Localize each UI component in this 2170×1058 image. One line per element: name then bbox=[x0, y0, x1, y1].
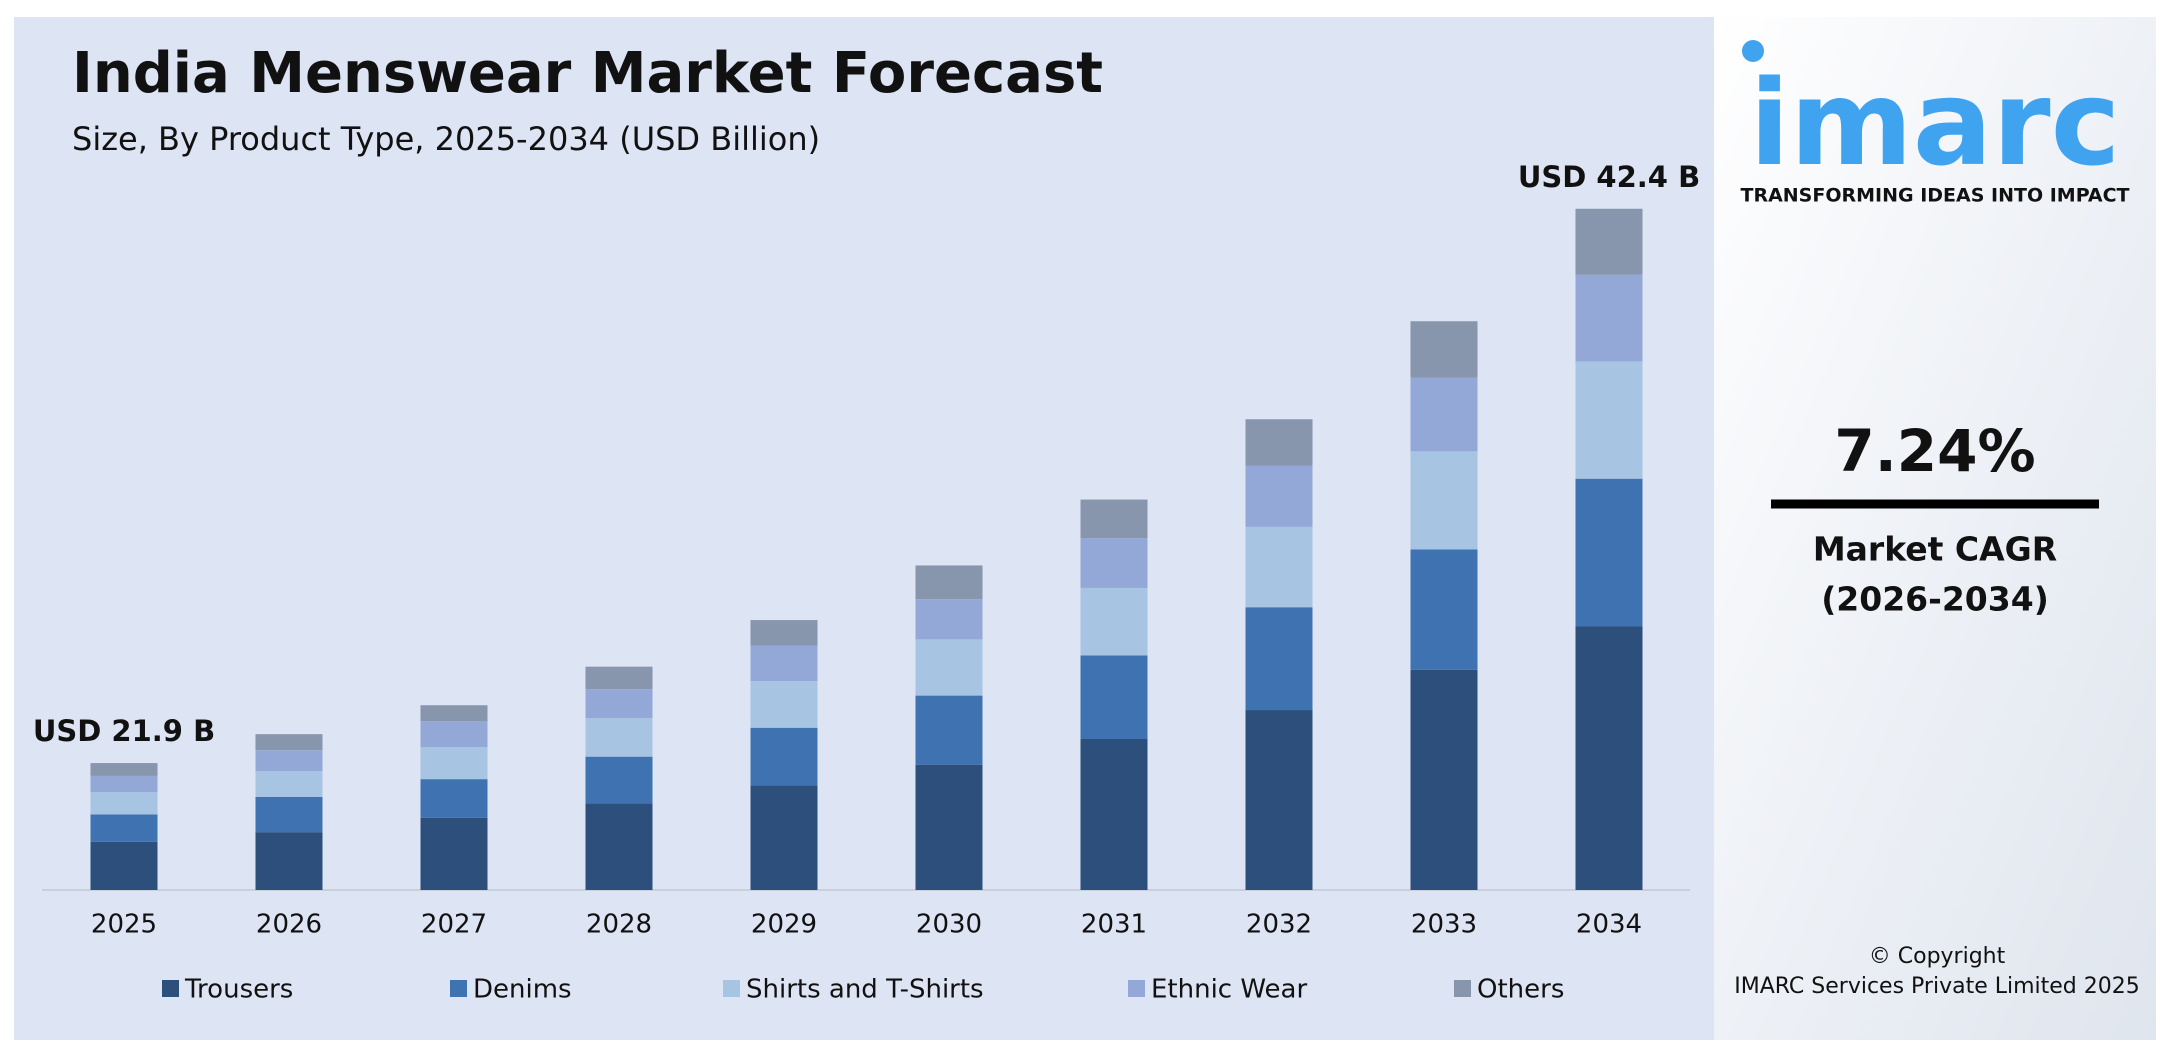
company: IMARC Services Private Limited 2025 bbox=[1734, 974, 2140, 999]
bar-segment bbox=[90, 775, 158, 792]
bar-segment bbox=[1080, 655, 1148, 739]
bar-segment bbox=[585, 803, 653, 890]
bar-segment bbox=[915, 599, 983, 640]
bar-segment bbox=[1575, 208, 1643, 275]
x-tick-label: 2027 bbox=[421, 910, 487, 940]
side-panel bbox=[1714, 17, 2156, 1040]
bar-segment bbox=[915, 695, 983, 765]
x-tick-label: 2032 bbox=[1246, 910, 1312, 940]
legend-label: Shirts and T-Shirts bbox=[746, 975, 984, 1005]
bar-segment bbox=[255, 796, 323, 833]
x-tick-label: 2028 bbox=[586, 910, 652, 940]
bar-segment bbox=[1245, 607, 1313, 711]
bar-segment bbox=[1410, 451, 1478, 550]
x-tick-label: 2029 bbox=[751, 910, 817, 940]
x-tick-label: 2030 bbox=[916, 910, 982, 940]
chart-title: India Menswear Market Forecast bbox=[72, 41, 1103, 106]
bar-segment bbox=[420, 779, 488, 818]
bar-segment bbox=[1245, 526, 1313, 608]
bar-segment bbox=[90, 763, 158, 776]
bar-segment bbox=[1575, 478, 1643, 627]
cagr-value: 7.24% bbox=[1834, 417, 2035, 485]
bar-segment bbox=[255, 832, 323, 890]
bar-segment bbox=[1410, 669, 1478, 890]
legend-label: Others bbox=[1477, 975, 1564, 1005]
legend-swatch bbox=[162, 980, 179, 997]
bar-segment bbox=[1410, 549, 1478, 670]
legend-swatch bbox=[1128, 980, 1145, 997]
legend-label: Denims bbox=[473, 975, 572, 1005]
x-tick-label: 2026 bbox=[256, 910, 322, 940]
logo: imarc bbox=[1749, 54, 2120, 192]
bar-segment bbox=[585, 756, 653, 804]
total-label: USD 42.4 B bbox=[1518, 160, 1700, 194]
bar-segment bbox=[915, 565, 983, 600]
bar-segment bbox=[915, 764, 983, 890]
copyright: © Copyright bbox=[1869, 944, 2006, 969]
chart-subtitle: Size, By Product Type, 2025-2034 (USD Bi… bbox=[72, 120, 820, 158]
bar-segment bbox=[750, 620, 818, 646]
bar-segment bbox=[90, 814, 158, 842]
bar-segment bbox=[90, 841, 158, 890]
bar-segment bbox=[750, 645, 818, 682]
bar-segment bbox=[1575, 274, 1643, 362]
bar-segment bbox=[1245, 419, 1313, 466]
bar-segment bbox=[1410, 377, 1478, 452]
bar-segment bbox=[1245, 710, 1313, 890]
tagline: TRANSFORMING IDEAS INTO IMPACT bbox=[1740, 185, 2129, 207]
bar-segment bbox=[255, 750, 323, 772]
bar-segment bbox=[1410, 321, 1478, 378]
bar-segment bbox=[750, 681, 818, 728]
bar-segment bbox=[750, 727, 818, 786]
cagr-period: (2026-2034) bbox=[1821, 580, 2049, 619]
x-tick-label: 2031 bbox=[1081, 910, 1147, 940]
legend-swatch bbox=[1454, 980, 1471, 997]
bar-segment bbox=[1575, 626, 1643, 890]
bar-segment bbox=[420, 747, 488, 780]
legend-swatch bbox=[450, 980, 467, 997]
bar-segment bbox=[1080, 738, 1148, 890]
bar-segment bbox=[585, 689, 653, 719]
bar-segment bbox=[1575, 361, 1643, 479]
x-tick-label: 2034 bbox=[1576, 910, 1642, 940]
legend-swatch bbox=[723, 980, 740, 997]
bar-segment bbox=[1080, 538, 1148, 588]
bar-segment bbox=[255, 771, 323, 797]
bar-segment bbox=[1080, 499, 1148, 539]
total-label: USD 21.9 B bbox=[33, 714, 215, 748]
bar-segment bbox=[585, 666, 653, 690]
bar-segment bbox=[585, 718, 653, 757]
cagr-label: Market CAGR bbox=[1813, 530, 2057, 569]
bar-segment bbox=[90, 791, 158, 815]
legend-label: Trousers bbox=[184, 975, 293, 1005]
x-tick-label: 2033 bbox=[1411, 910, 1477, 940]
bar-segment bbox=[1080, 587, 1148, 656]
x-tick-label: 2025 bbox=[91, 910, 157, 940]
bar-segment bbox=[420, 721, 488, 748]
bar-segment bbox=[420, 817, 488, 890]
logo-dot bbox=[1742, 40, 1764, 62]
legend-label: Ethnic Wear bbox=[1151, 975, 1307, 1005]
bar-segment bbox=[915, 639, 983, 696]
bar-segment bbox=[255, 734, 323, 751]
bar-segment bbox=[750, 785, 818, 890]
bar-segment bbox=[1245, 465, 1313, 527]
bar-segment bbox=[420, 705, 488, 722]
